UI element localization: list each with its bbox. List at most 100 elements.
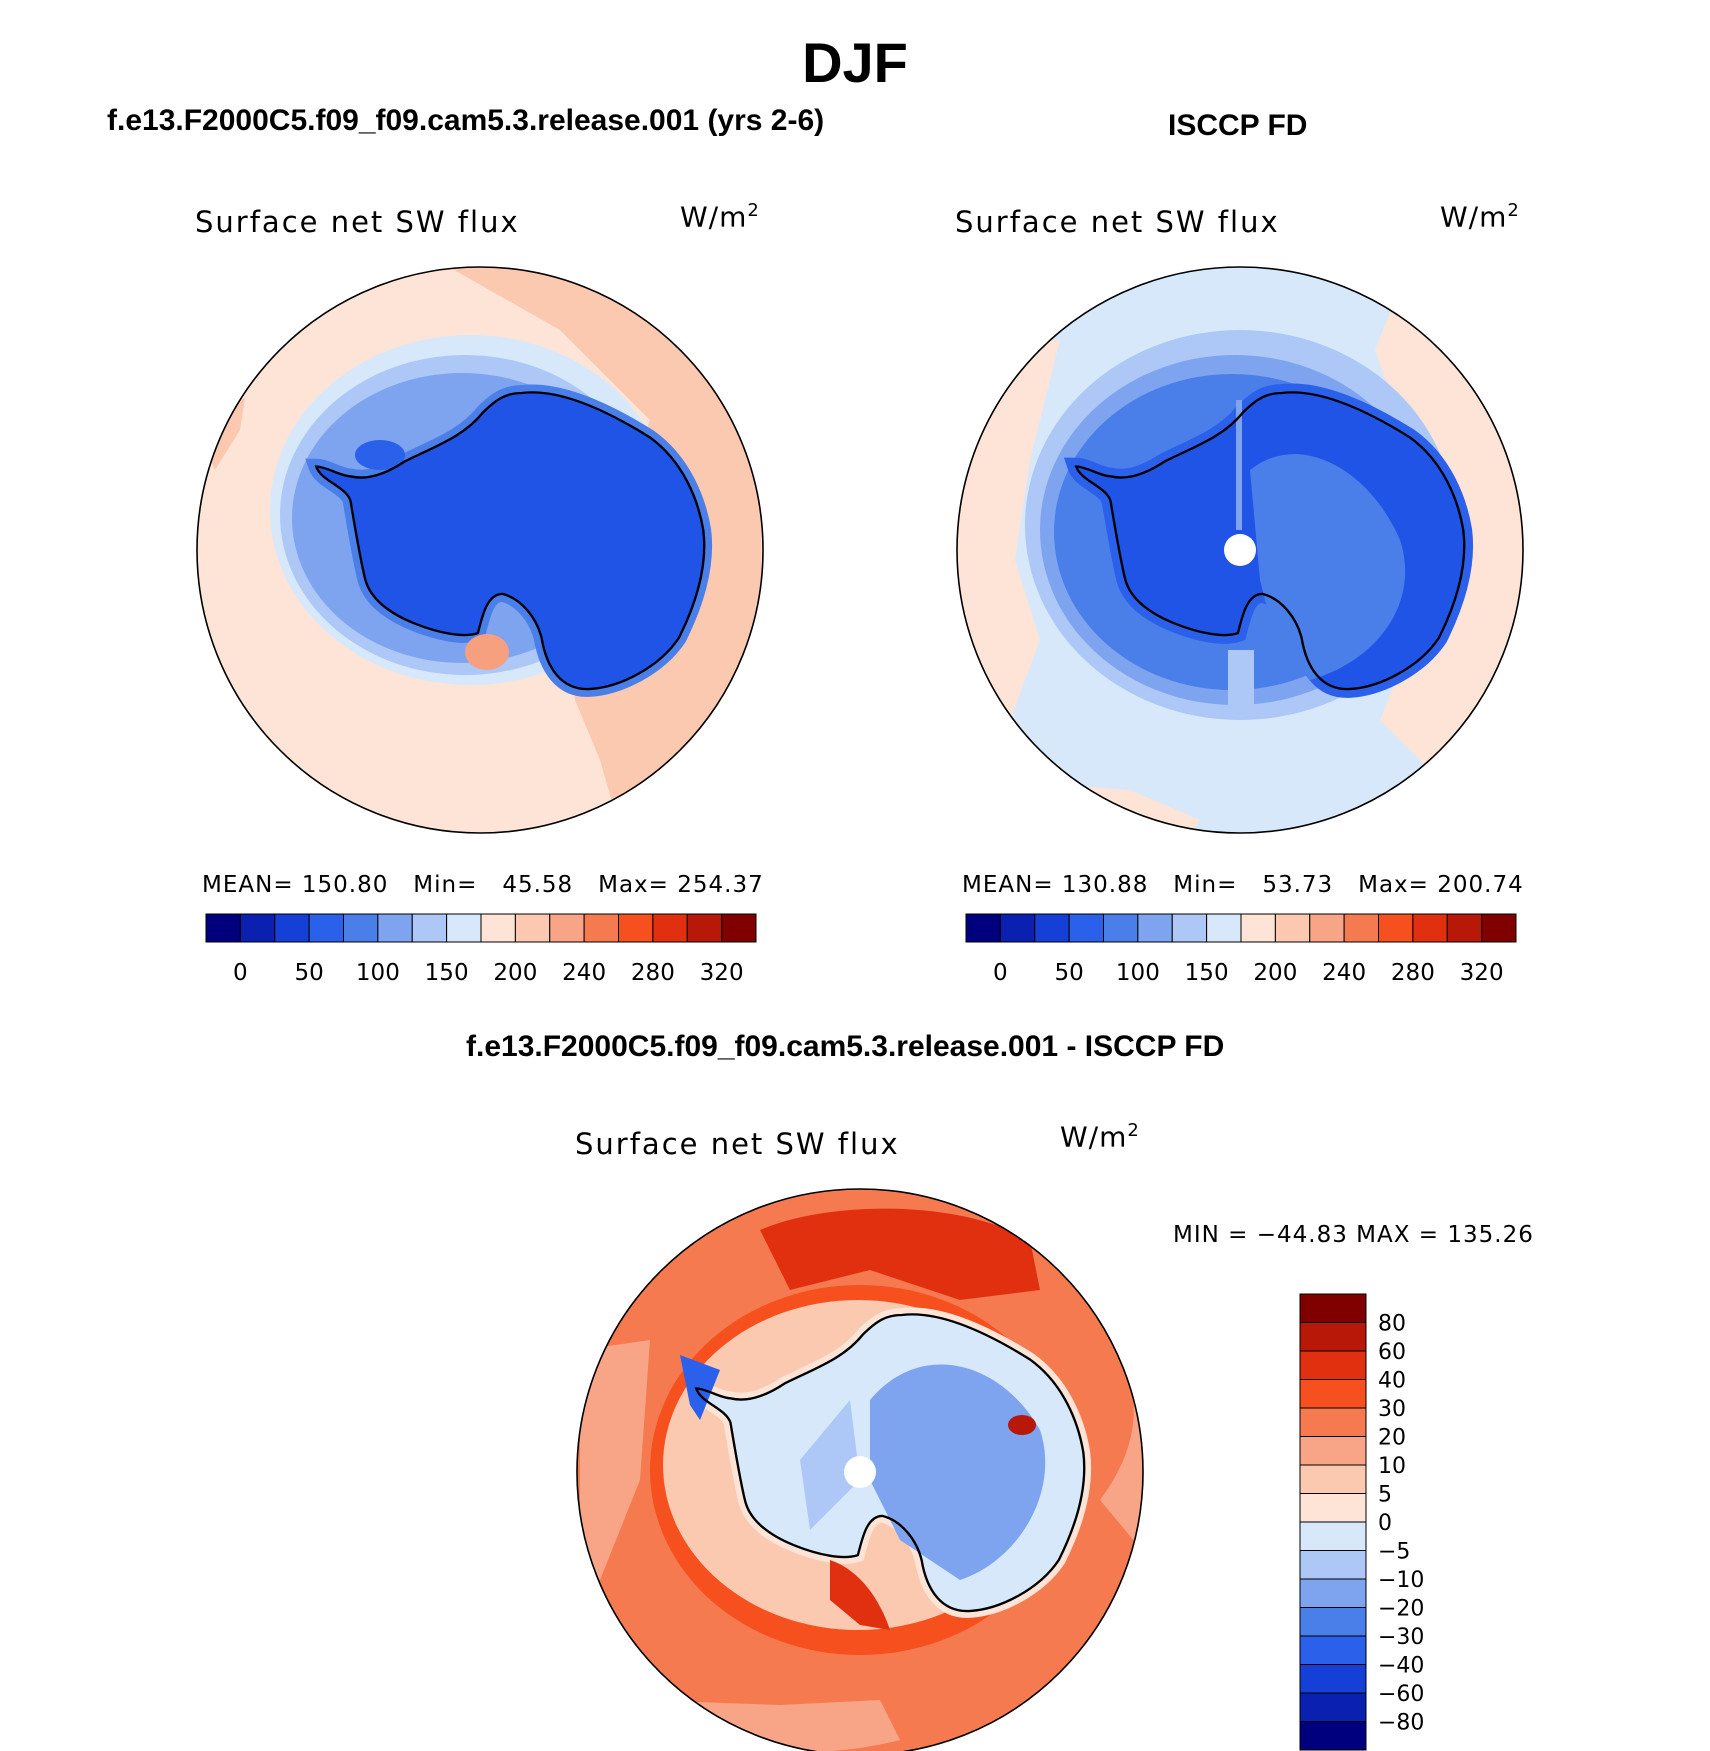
model-map-border <box>196 266 764 834</box>
obs-stats: MEAN= 130.88 Min= 53.73 Max= 200.74 <box>962 872 1524 898</box>
diff-colorbar-box <box>1299 1692 1367 1722</box>
diff-colorbar-label: −20 <box>1378 1597 1424 1622</box>
obs-colorbar-box <box>1034 913 1070 943</box>
model-colorbar-box <box>377 913 413 943</box>
diff-colorbar-box <box>1299 1464 1367 1494</box>
diff-colorbar-box <box>1299 1578 1367 1608</box>
obs-colorbar-label: 320 <box>1460 960 1504 986</box>
obs-map-border <box>956 266 1524 834</box>
obs-colorbar-label: 150 <box>1185 960 1229 986</box>
model-colorbar-box <box>652 913 688 943</box>
diff-colorbar-label: −80 <box>1378 1711 1424 1736</box>
obs-colorbar-box <box>1068 913 1104 943</box>
model-colorbar-box <box>618 913 654 943</box>
obs-colorbar-box <box>1103 913 1139 943</box>
diff-map-border <box>576 1188 1144 1751</box>
model-colorbar-box <box>343 913 379 943</box>
diff-colorbar-label: 0 <box>1378 1511 1392 1536</box>
diff-colorbar-label: 60 <box>1378 1340 1406 1365</box>
obs-field-label: Surface net SW flux <box>955 205 1280 239</box>
model-colorbar-box <box>480 913 516 943</box>
obs-colorbar-box <box>1274 913 1311 943</box>
diff-colorbar-label: −40 <box>1378 1654 1424 1679</box>
obs-colorbar-box <box>1481 913 1517 943</box>
model-colorbar-box <box>239 913 276 943</box>
diff-colorbar-box <box>1299 1721 1367 1751</box>
model-colorbar-box <box>721 913 757 943</box>
obs-colorbar-box <box>1137 913 1173 943</box>
figure-title: DJF <box>802 31 908 94</box>
diff-colorbar-box <box>1299 1521 1367 1551</box>
diff-units-label: W/m2 <box>1060 1120 1140 1154</box>
diff-field-label: Surface net SW flux <box>575 1127 900 1161</box>
diff-colorbar-label: −60 <box>1378 1682 1424 1707</box>
diff-colorbar-label: 40 <box>1378 1369 1406 1394</box>
model-colorbar-box <box>549 913 585 943</box>
obs-colorbar-box <box>999 913 1036 943</box>
diff-colorbar-box <box>1299 1436 1367 1466</box>
obs-colorbar-box <box>965 913 1001 943</box>
diff-colorbar-box <box>1299 1550 1367 1580</box>
model-colorbar-box <box>308 913 344 943</box>
diff-colorbar-box <box>1299 1350 1367 1380</box>
obs-colorbar-label: 100 <box>1116 960 1160 986</box>
model-colorbar-label: 280 <box>631 960 675 986</box>
obs-map <box>957 267 1523 833</box>
model-colorbar: 0 50 100 150 200 240 280 320 <box>205 913 757 986</box>
diff-map <box>577 1189 1143 1751</box>
diff-colorbar-box <box>1299 1407 1367 1437</box>
model-field-label: Surface net SW flux <box>195 205 520 239</box>
obs-colorbar-box <box>1412 913 1448 943</box>
obs-colorbar-box <box>1343 913 1379 943</box>
diff-colorbar-label: 20 <box>1378 1426 1406 1451</box>
model-map <box>197 267 763 833</box>
diff-colorbar-label: 80 <box>1378 1312 1406 1337</box>
diff-colorbar-label: −30 <box>1378 1625 1424 1650</box>
model-colorbar-label: 320 <box>700 960 744 986</box>
model-colorbar-box <box>514 913 551 943</box>
model-colorbar-label: 100 <box>356 960 400 986</box>
model-colorbar-box <box>205 913 241 943</box>
diff-colorbar-box <box>1299 1379 1367 1409</box>
model-colorbar-box <box>411 913 448 943</box>
diff-colorbar-box <box>1299 1635 1367 1665</box>
obs-colorbar-box <box>1378 913 1414 943</box>
diff-colorbar-label: 30 <box>1378 1397 1406 1422</box>
model-colorbar-box <box>686 913 723 943</box>
obs-colorbar-label: 280 <box>1391 960 1435 986</box>
diff-colorbar-box <box>1299 1664 1367 1694</box>
diff-colorbar-box <box>1299 1493 1367 1523</box>
model-colorbar-box <box>274 913 310 943</box>
obs-colorbar-box <box>1446 913 1483 943</box>
model-colorbar-label: 240 <box>562 960 606 986</box>
diff-colorbar-box <box>1299 1322 1367 1352</box>
obs-colorbar-label: 50 <box>1054 960 1083 986</box>
model-case-title: f.e13.F2000C5.f09_f09.cam5.3.release.001… <box>107 104 825 137</box>
obs-colorbar-label: 200 <box>1253 960 1297 986</box>
diff-colorbar-box <box>1299 1293 1367 1323</box>
diff-colorbar: 80 60 40 30 20 10 5 0 −5 −10 −20 −30 −40 −60 −80 <box>1299 1293 1424 1751</box>
obs-case-title: ISCCP FD <box>1168 109 1308 142</box>
obs-colorbar-box <box>1171 913 1208 943</box>
diff-colorbar-box <box>1299 1607 1367 1637</box>
model-colorbar-label: 150 <box>425 960 469 986</box>
diff-stats: MIN = −44.83 MAX = 135.26 <box>1173 1222 1534 1248</box>
obs-colorbar-label: 240 <box>1322 960 1366 986</box>
model-colorbar-label: 200 <box>493 960 537 986</box>
obs-colorbar-box <box>1309 913 1345 943</box>
obs-colorbar-box <box>1206 913 1242 943</box>
model-colorbar-box <box>446 913 482 943</box>
diff-colorbar-label: 5 <box>1378 1483 1392 1508</box>
model-colorbar-label: 0 <box>233 960 248 986</box>
diff-colorbar-label: −5 <box>1378 1540 1410 1565</box>
model-units-label: W/m2 <box>680 200 760 234</box>
diff-colorbar-label: 10 <box>1378 1454 1406 1479</box>
obs-units-label: W/m2 <box>1440 200 1520 234</box>
model-stats: MEAN= 150.80 Min= 45.58 Max= 254.37 <box>202 872 764 898</box>
obs-colorbar-label: 0 <box>993 960 1008 986</box>
diff-colorbar-label: −10 <box>1378 1568 1424 1593</box>
obs-colorbar: 0 50 100 150 200 240 280 320 <box>965 913 1517 986</box>
model-colorbar-label: 50 <box>294 960 323 986</box>
obs-colorbar-box <box>1240 913 1276 943</box>
